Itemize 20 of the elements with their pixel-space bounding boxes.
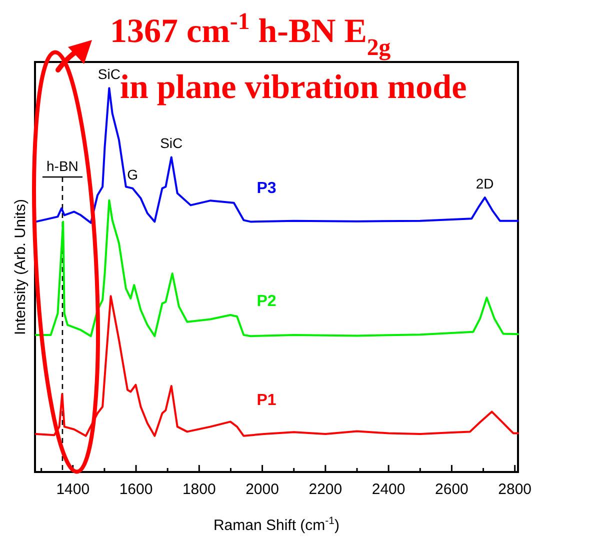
annotation: SiC [98, 66, 120, 82]
annotation: in plane vibration mode [120, 69, 467, 106]
x-tick-label: 2000 [246, 481, 279, 498]
series-label: P2 [256, 293, 276, 310]
annotation: G [127, 166, 138, 182]
x-tick-label: 1800 [182, 481, 216, 498]
x-tick-label: 1600 [119, 481, 153, 498]
y-axis-title: Intensity (Arb. Units) [12, 199, 29, 335]
annotation: 2D [476, 176, 494, 192]
ref-line-label: h-BN [46, 158, 78, 174]
x-tick-label: 2200 [308, 481, 342, 498]
series-label: P1 [256, 392, 276, 410]
x-tick-label: 2400 [372, 481, 406, 498]
x-tick-label: 2600 [435, 481, 468, 498]
series-label: P3 [256, 180, 276, 197]
text: 1367 cm$^{-1}$ h-BN E$_{2g}$ [110, 9, 391, 61]
x-axis-title: Raman Shift (cm$^{-1}$) [213, 515, 340, 534]
x-tick-label: 2800 [498, 481, 532, 498]
annotation: SiC [160, 135, 183, 152]
x-tick-label: 1400 [56, 481, 90, 498]
